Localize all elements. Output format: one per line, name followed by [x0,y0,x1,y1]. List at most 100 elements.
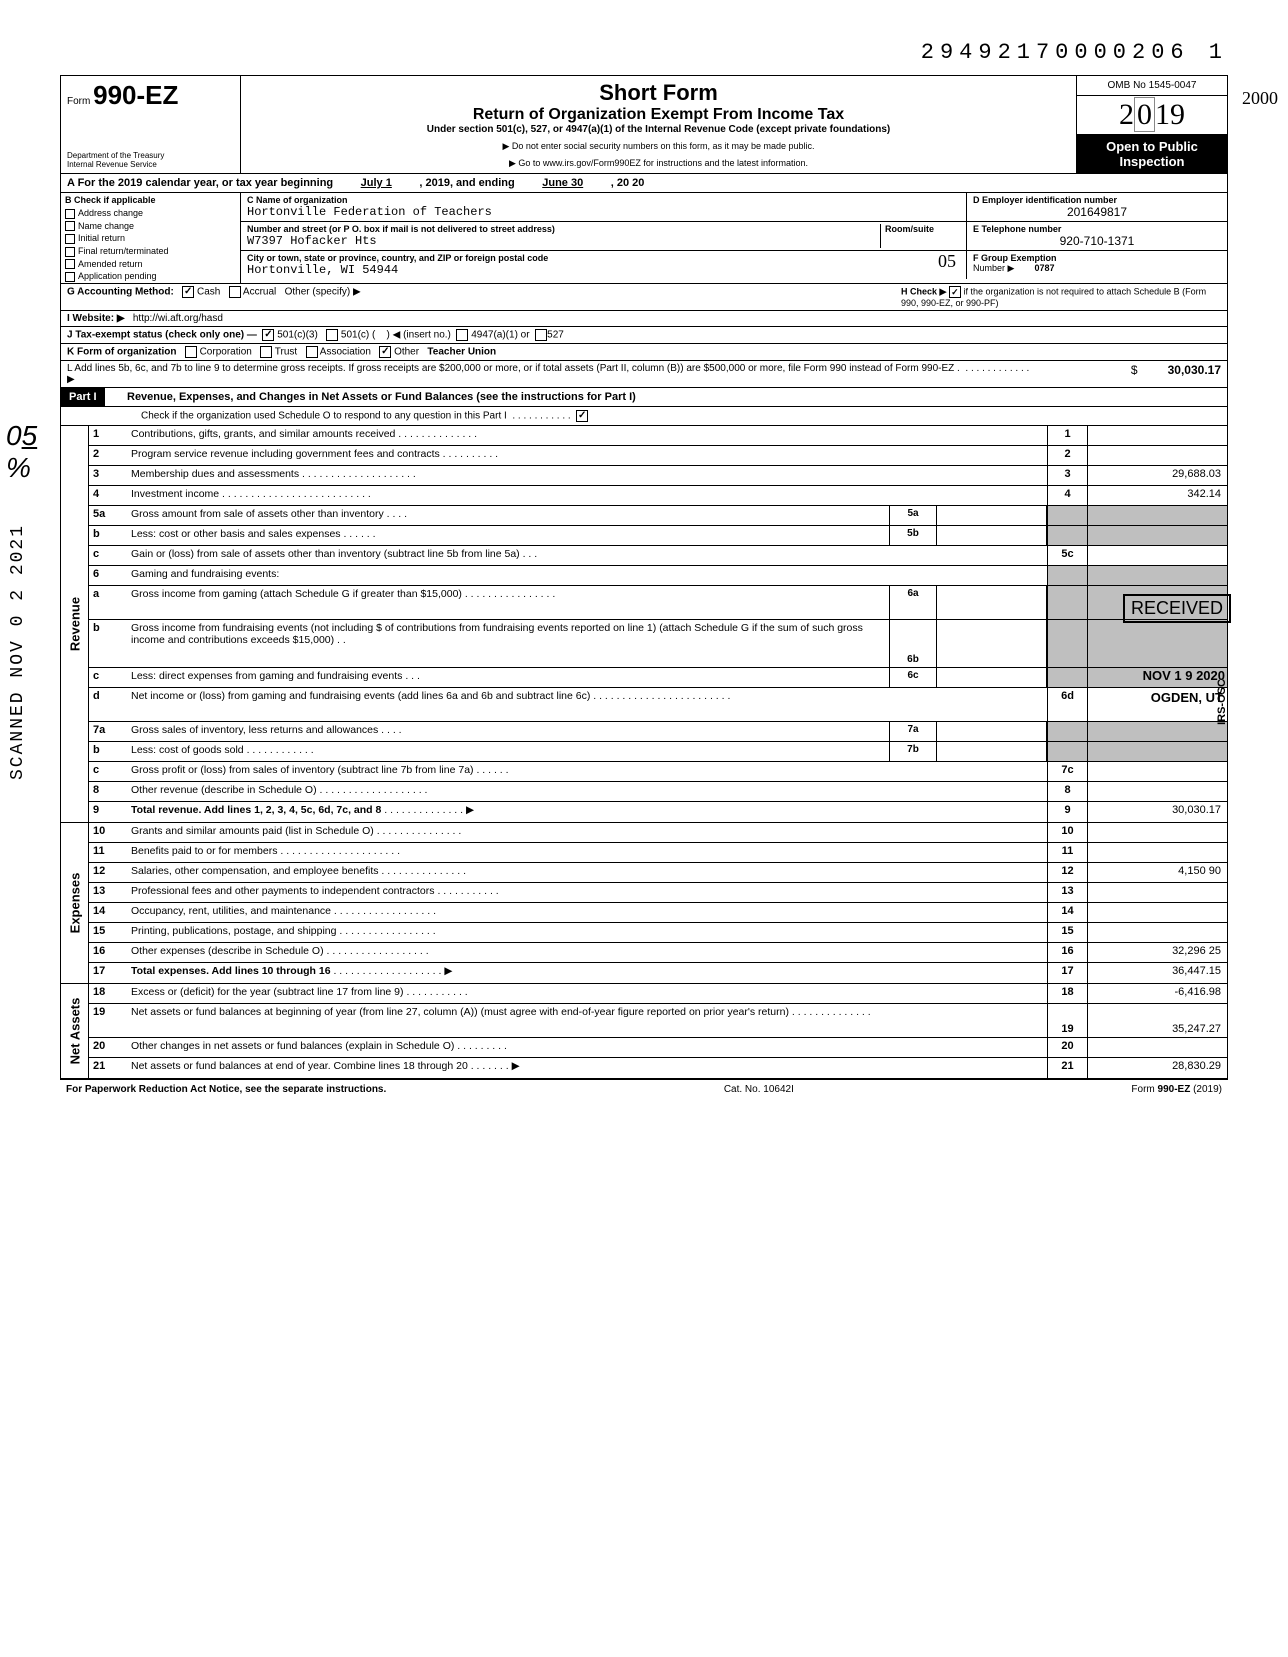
j-c3: 501(c)(3) [277,329,318,340]
ln16-num: 16 [89,943,127,962]
form-subtitle: Under section 501(c), 527, or 4947(a)(1)… [247,124,1070,135]
chk-501c3[interactable]: ✓ [262,329,274,341]
chk-name-change[interactable]: Name change [61,220,240,233]
f-label: F Group Exemption [973,253,1057,263]
ln5c-amt [1087,546,1227,565]
received-stamp: RECEIVED [1123,594,1231,623]
ln7a-desc: Gross sales of inventory, less returns a… [131,724,378,736]
ln20-box: 20 [1047,1038,1087,1057]
chk-assoc[interactable] [306,346,318,358]
g-label: G Accounting Method: [67,286,174,297]
ln2-num: 2 [89,446,127,465]
block-bcdef: B Check if applicable Address change Nam… [61,193,1227,284]
h-label: H Check ▶ [901,286,946,296]
open-line2: Inspection [1081,154,1223,169]
chk-initial-return[interactable]: Initial return [61,232,240,245]
ln6b-num: b [89,620,127,667]
ln1-box: 1 [1047,426,1087,445]
chk-501c[interactable] [326,329,338,341]
ln7b-num: b [89,742,127,761]
row-i: I Website: ▶ http://wi.aft.org/hasd [61,311,1227,327]
ln16-desc: Other expenses (describe in Schedule O) [131,945,324,957]
ln2-amt [1087,446,1227,465]
form-note-2: ▶ Go to www.irs.gov/Form990EZ for instru… [247,158,1070,169]
form-title-1: Short Form [247,80,1070,106]
ln15-box: 15 [1047,923,1087,942]
revenue-section: Revenue 1Contributions, gifts, grants, a… [61,426,1227,823]
ln3-amt: 29,688.03 [1087,466,1227,485]
ln15-num: 15 [89,923,127,942]
ln10-box: 10 [1047,823,1087,842]
ln12-amt: 4,150 90 [1087,863,1227,882]
irs-osc-stamp: IRS-OSC [1216,679,1228,725]
ln11-box: 11 [1047,843,1087,862]
chk-h[interactable]: ✓ [949,286,961,298]
ln19-num: 19 [89,1004,127,1037]
chk-trust[interactable] [260,346,272,358]
ln2-desc: Program service revenue including govern… [131,448,440,460]
omb-number: OMB No 1545-0047 [1077,76,1227,96]
part-i-header-row: Part I Revenue, Expenses, and Changes in… [61,388,1227,407]
ln21-num: 21 [89,1058,127,1078]
addr-label: Number and street (or P O. box if mail i… [247,224,880,234]
ogden-stamp: OGDEN, UT [1151,690,1223,705]
row-g-h: G Accounting Method: ✓ Cash Accrual Othe… [61,284,1227,311]
g-accrual: Accrual [243,286,276,297]
revenue-label: Revenue [67,597,82,651]
ln4-num: 4 [89,486,127,505]
chk-address-change[interactable]: Address change [61,207,240,220]
expenses-label: Expenses [67,872,82,933]
chk-corp[interactable] [185,346,197,358]
footer-left: For Paperwork Reduction Act Notice, see … [66,1084,386,1095]
chk-final-return[interactable]: Final return/terminated [61,245,240,258]
ln17-amt: 36,447.15 [1087,963,1227,983]
ln5a-desc: Gross amount from sale of assets other t… [131,508,384,520]
rowA-label: A For the 2019 calendar year, or tax yea… [67,177,333,189]
j-label: J Tax-exempt status (check only one) — [67,329,257,340]
ln7b-mid: 7b [889,742,937,761]
f-label2: Number ▶ [973,263,1014,273]
ln6-num: 6 [89,566,127,585]
ln8-desc: Other revenue (describe in Schedule O) [131,784,317,796]
b-item-3: Final return/terminated [78,246,169,256]
ln18-desc: Excess or (deficit) for the year (subtra… [131,986,404,998]
ln5a-mid: 5a [889,506,937,525]
header-right: OMB No 1545-0047 2019 Open to Public Ins… [1077,76,1227,173]
k-label: K Form of organization [67,346,176,357]
ln7b-desc: Less: cost of goods sold [131,744,244,756]
ln1-amt [1087,426,1227,445]
chk-amended-return[interactable]: Amended return [61,258,240,271]
part-i-tag: Part I [61,388,105,406]
row-a-period: A For the 2019 calendar year, or tax yea… [61,174,1227,193]
ln17-desc: Total expenses. Add lines 10 through 16 [131,965,331,977]
ln3-box: 3 [1047,466,1087,485]
ln9-box: 9 [1047,802,1087,822]
ln11-desc: Benefits paid to or for members [131,845,277,857]
ln8-box: 8 [1047,782,1087,801]
h-tail: if the organization is not required to a… [901,286,1206,308]
chk-other-org[interactable]: ✓ [379,346,391,358]
chk-4947[interactable] [456,329,468,341]
chk-527[interactable] [535,329,547,341]
ln21-amt: 28,830.29 [1087,1058,1227,1078]
l-dollar: $ [1131,363,1138,377]
chk-accrual[interactable] [229,286,241,298]
ln6d-box: 6d [1047,688,1087,721]
handwriting-2000: 2000 [1242,88,1278,109]
form-title-2: Return of Organization Exempt From Incom… [247,106,1070,124]
ln3-num: 3 [89,466,127,485]
footer-mid: Cat. No. 10642I [724,1084,794,1095]
form-note-1: ▶ Do not enter social security numbers o… [247,141,1070,152]
chk-cash[interactable]: ✓ [182,286,194,298]
ln10-num: 10 [89,823,127,842]
footer-right-form: 990-EZ [1158,1084,1191,1095]
chk-schedO[interactable]: ✓ [576,410,588,422]
dept-treasury: Department of the Treasury [67,151,164,160]
footer-right-year: (2019) [1190,1084,1222,1095]
chk-application-pending[interactable]: Application pending [61,270,240,283]
b-header: B Check if applicable [61,193,240,207]
rowA-mid: , 2019, and ending [419,177,514,189]
k-trust: Trust [275,346,297,357]
ln20-num: 20 [89,1038,127,1057]
ln16-amt: 32,296 25 [1087,943,1227,962]
